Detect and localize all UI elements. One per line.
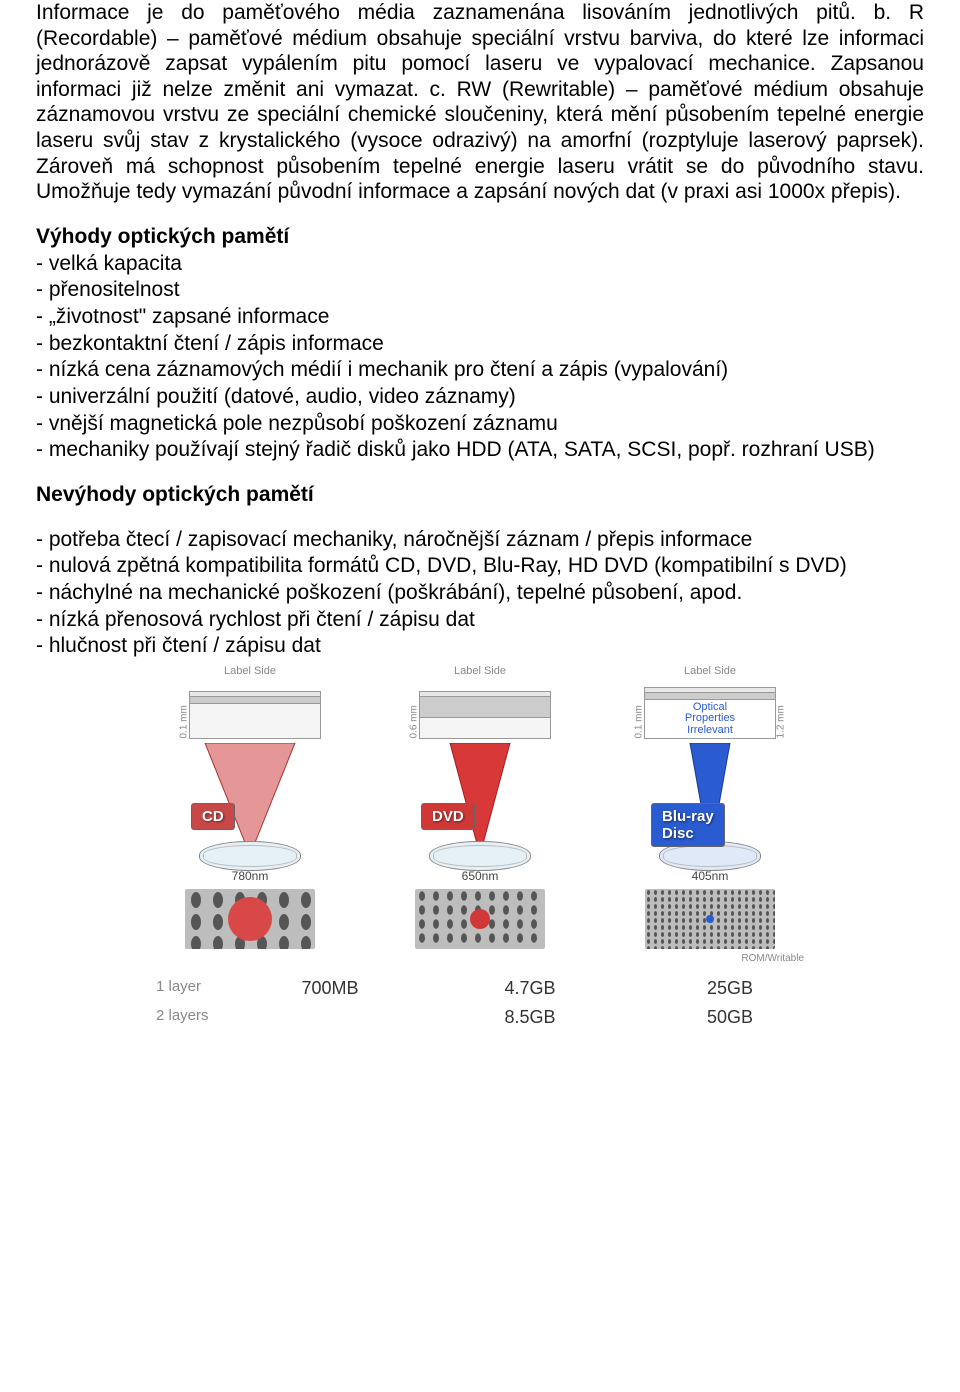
laser-cone: DVD 650nm: [415, 743, 545, 883]
pit-sample: [415, 889, 545, 949]
disc-column-cd: Label Side0.1 mmCD780nm: [150, 679, 350, 949]
wavelength-label: 405nm: [645, 869, 775, 883]
list-item: - „životnost" zapsané informace: [36, 304, 924, 330]
disadvantages-section: Nevýhody optických pamětí - potřeba čtec…: [36, 483, 924, 659]
capacity-cell: 8.5GB: [430, 1003, 630, 1032]
wavelength-label: 650nm: [415, 869, 545, 883]
disc-badge: CD: [191, 803, 235, 830]
list-item: - nízká cena záznamových médií i mechani…: [36, 357, 924, 383]
capacity-cell: 50GB: [630, 1003, 830, 1032]
capacity-table: 1 layer700MB4.7GB25GB2 layers8.5GB50GB: [150, 974, 810, 1032]
list-item: - univerzální použití (datové, audio, vi…: [36, 384, 924, 410]
label-side-text: Label Side: [224, 665, 276, 677]
wavelength-label: 780nm: [185, 869, 315, 883]
disadvantages-list: - potřeba čtecí / zapisovací mechaniky, …: [36, 527, 924, 659]
capacity-cell: [230, 1003, 430, 1032]
optical-media-diagram: Label Side0.1 mmCD780nmLabel Side0.6 mmD…: [150, 679, 810, 1032]
label-side-text: Label Side: [454, 665, 506, 677]
capacity-cell: 25GB: [630, 974, 830, 1003]
disc-badge: DVD: [421, 803, 475, 830]
thickness-label: 0.6 mm: [409, 728, 420, 738]
intro-paragraph: Informace je do paměťového média zazname…: [36, 0, 924, 205]
list-item: - mechaniky používají stejný řadič disků…: [36, 437, 924, 463]
disc-cross-section: [419, 691, 551, 739]
rom-writable-label: ROM/Writable: [150, 953, 804, 964]
laser-cone: CD 780nm: [185, 743, 315, 883]
advantages-section: Výhody optických pamětí - velká kapacita…: [36, 225, 924, 463]
list-item: - potřeba čtecí / zapisovací mechaniky, …: [36, 527, 924, 553]
disc-cross-section: [189, 691, 321, 739]
list-item: - velká kapacita: [36, 251, 924, 277]
thickness-label: 0.1 mm: [634, 728, 645, 738]
capacity-row-label: 1 layer: [150, 974, 230, 1003]
list-item: - přenositelnost: [36, 277, 924, 303]
capacity-cell: 700MB: [230, 974, 430, 1003]
list-item: - náchylné na mechanické poškození (pošk…: [36, 580, 924, 606]
list-item: - bezkontaktní čtení / zápis informace: [36, 331, 924, 357]
advantages-heading: Výhody optických pamětí: [36, 225, 924, 249]
disc-cross-section: OpticalPropertiesIrrelevant: [644, 687, 776, 739]
capacity-cell: 4.7GB: [430, 974, 630, 1003]
pit-sample: [645, 889, 775, 949]
thickness-label-2: 1.2 mm: [776, 728, 787, 738]
list-item: - hlučnost při čtení / zápisu dat: [36, 633, 924, 659]
advantages-list: - velká kapacita - přenositelnost - „živ…: [36, 251, 924, 463]
laser-cone: Blu-rayDisc 405nm: [645, 743, 775, 883]
disc-column-dvd: Label Side0.6 mmDVD650nm: [380, 679, 580, 949]
disadvantages-heading: Nevýhody optických pamětí: [36, 483, 924, 507]
disc-column-blu-ray-disc: Label Side0.1 mmOpticalPropertiesIrrelev…: [610, 679, 810, 949]
disc-badge: Blu-rayDisc: [651, 803, 725, 847]
page: Informace je do paměťového média zazname…: [0, 0, 960, 1392]
pit-sample: [185, 889, 315, 949]
list-item: - nulová zpětná kompatibilita formátů CD…: [36, 553, 924, 579]
capacity-row-label: 2 layers: [150, 1003, 230, 1032]
thickness-label: 0.1 mm: [179, 728, 190, 738]
label-side-text: Label Side: [684, 665, 736, 677]
list-item: - vnější magnetická pole nezpůsobí poško…: [36, 411, 924, 437]
list-item: - nízká přenosová rychlost při čtení / z…: [36, 607, 924, 633]
